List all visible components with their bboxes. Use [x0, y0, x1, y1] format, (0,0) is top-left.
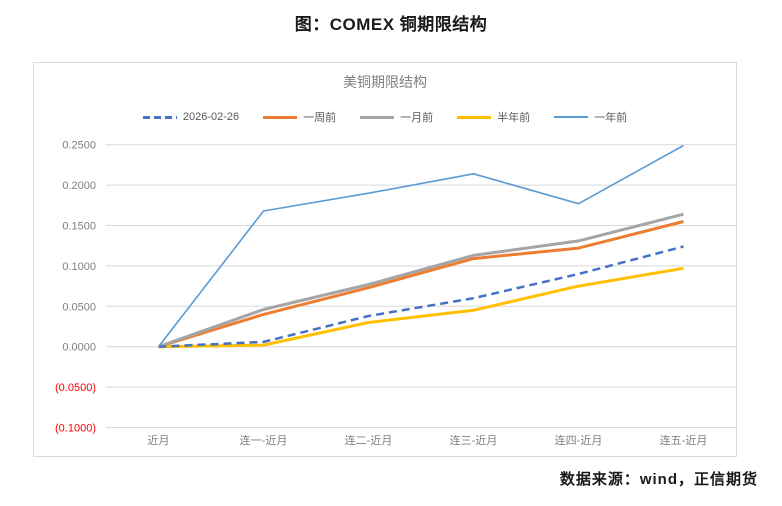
y-tick-label: (0.1000) [55, 423, 96, 435]
x-axis-label: 近月 [148, 434, 170, 447]
series-line-1 [158, 220, 684, 349]
series-line-0 [158, 245, 684, 348]
legend-line-current-icon [142, 115, 177, 119]
legend: 2026-02-26 一周前 一月前 半年前 一年前 [34, 109, 736, 125]
series-line-4 [157, 144, 684, 348]
x-axis-label: 连三-近月 [450, 434, 498, 447]
chart-container: 0.2500 0.2000 0.1500 0.1000 0.0500 0.0000 (0.0… [33, 62, 737, 457]
legend-label: 一年前 [594, 112, 628, 124]
legend-label: 一月前 [400, 112, 434, 124]
legend-label: 半年前 [497, 112, 531, 124]
x-axis-label: 连五-近月 [660, 434, 708, 447]
legend-item: 一周前 [263, 109, 336, 125]
y-tick-label: 0.0000 [62, 342, 96, 354]
y-tick-label: 0.1000 [62, 261, 96, 273]
legend-line-year-ago-icon [554, 116, 589, 118]
legend-line-half-year-ago-icon [457, 115, 492, 119]
chart-title: 美铜期限结构 [343, 74, 427, 90]
legend-item: 一月前 [360, 109, 433, 125]
legend-label: 一周前 [303, 112, 337, 124]
y-tick-label: 0.2500 [62, 140, 96, 152]
legend-item: 2026-02-26 [142, 111, 240, 123]
legend-label: 2026-02-26 [182, 111, 240, 123]
series-line-2 [157, 212, 684, 349]
y-tick-label: 0.0500 [62, 301, 96, 313]
x-axis-label: 连二-近月 [345, 434, 393, 447]
legend-item: 一年前 [554, 109, 627, 125]
data-source: 数据来源：wind，正信期货 [559, 471, 758, 488]
y-tick-label: 0.1500 [62, 221, 96, 233]
plot-area: 0.2500 0.2000 0.1500 0.1000 0.0500 0.0000 (0.0… [55, 140, 736, 447]
y-tick-label: 0.2000 [62, 180, 96, 192]
page-title: 图：COMEX 铜期限结构 [294, 15, 488, 34]
x-axis-label: 连一-近月 [240, 434, 288, 447]
series-line-3 [158, 266, 684, 349]
legend-line-month-ago-icon [360, 115, 395, 119]
y-tick-label: (0.0500) [55, 382, 96, 394]
legend-line-week-ago-icon [263, 115, 298, 119]
legend-item: 半年前 [457, 109, 530, 125]
x-axis-label: 连四-近月 [555, 434, 603, 447]
